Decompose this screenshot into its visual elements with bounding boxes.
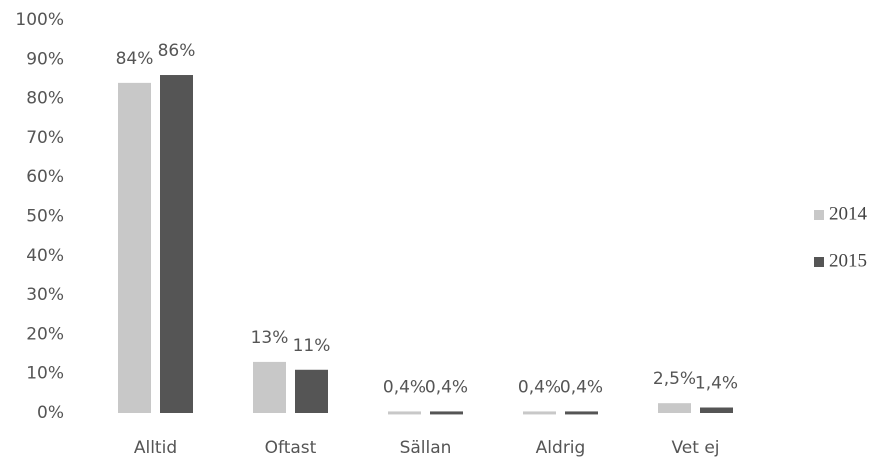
legend-swatch — [814, 257, 824, 267]
bar — [253, 361, 286, 413]
bar — [523, 411, 556, 415]
value-label: 1,4% — [695, 373, 738, 393]
value-label: 84% — [116, 49, 154, 69]
y-tick-label: 100% — [15, 10, 64, 30]
value-label: 13% — [251, 328, 289, 348]
y-tick-label: 10% — [26, 364, 64, 384]
bar — [388, 411, 421, 415]
y-tick-label: 40% — [26, 246, 64, 266]
bar — [658, 403, 691, 413]
x-tick-label: Oftast — [265, 438, 317, 458]
y-tick-label: 80% — [26, 89, 64, 109]
bar — [118, 82, 151, 413]
value-label: 2,5% — [653, 369, 696, 389]
x-tick-label: Sällan — [400, 438, 452, 458]
bar — [430, 411, 463, 415]
x-tick-label: Alltid — [134, 438, 177, 458]
y-tick-label: 20% — [26, 324, 64, 344]
bar — [160, 75, 193, 414]
y-tick-label: 70% — [26, 128, 64, 148]
value-label: 86% — [158, 41, 196, 61]
value-label: 11% — [293, 336, 331, 356]
y-tick-label: 90% — [26, 49, 64, 69]
y-tick-label: 30% — [26, 285, 64, 305]
value-label: 0,4% — [383, 377, 426, 397]
y-tick-label: 50% — [26, 207, 64, 227]
x-tick-label: Aldrig — [536, 438, 586, 458]
value-label: 0,4% — [560, 377, 603, 397]
x-tick-label: Vet ej — [671, 438, 719, 458]
value-label: 0,4% — [425, 377, 468, 397]
value-label: 0,4% — [518, 377, 561, 397]
bar — [700, 407, 733, 413]
bar — [565, 411, 598, 415]
legend-label: 2014 — [829, 203, 868, 224]
bar — [295, 369, 328, 413]
legend-label: 2015 — [829, 250, 867, 271]
y-tick-label: 60% — [26, 167, 64, 187]
y-tick-label: 0% — [37, 403, 64, 423]
legend-swatch — [814, 210, 824, 220]
